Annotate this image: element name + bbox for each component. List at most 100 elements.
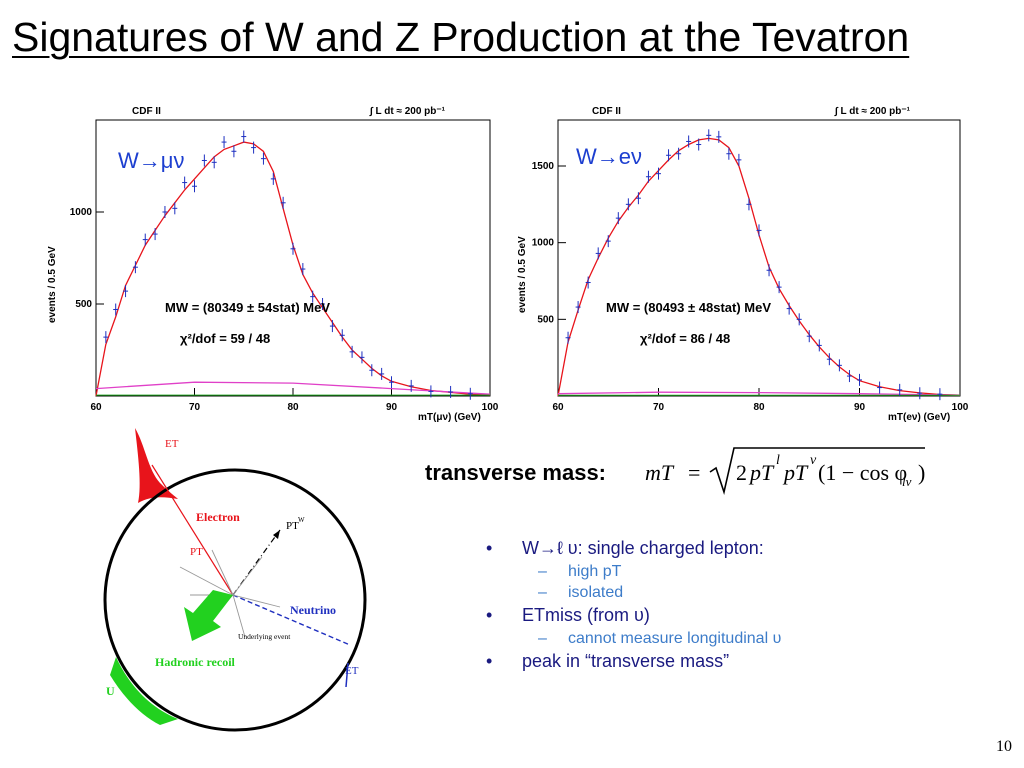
data-point [359,351,365,364]
data-point [408,379,414,392]
data-point [349,345,355,358]
label-hadronic-recoil: Hadronic recoil [155,655,236,669]
data-point [300,263,306,276]
label-neutrino: Neutrino [290,603,336,617]
data-point [320,298,326,310]
data-point [816,339,822,352]
chart-chi2-label: χ²/dof = 59 / 48 [180,331,270,346]
x-tick-label: 70 [189,402,201,413]
data-point [625,198,631,211]
neutrino-track [232,594,351,646]
data-point [605,235,611,248]
fit-line [95,141,491,397]
data-point [696,138,702,151]
data-point [467,387,473,400]
data-point [428,385,434,398]
chart-ylabel: events / 0.5 GeV [47,246,58,323]
data-point [221,136,227,149]
sub-bullet-item: – isolated [538,584,624,601]
sub-bullet-text: high pT [568,563,622,580]
data-point [113,303,119,316]
hadronic-deposit [110,657,178,725]
detector-circle [103,468,367,732]
label-et-top: ET [165,438,179,450]
data-point [290,242,296,255]
data-point [152,228,158,241]
data-point [836,359,842,372]
data-point [142,233,148,246]
plot-w-e-nu: 60 70 80 90 100 500 1000 1500 CDF II ∫ L dt ≈ 2… [510,88,980,433]
bullet-text: W→ℓ υ: single charged lepton: [522,538,764,558]
data-point [103,331,109,344]
data-point [241,130,247,143]
data-point [231,145,237,158]
chart-mass-label: MW = (80349 ± 54stat) MeV [165,300,330,315]
bullet-text: ETmiss (from υ) [522,605,650,625]
data-point [132,261,138,274]
electron-deposit [135,428,178,503]
bullet-item: • W→ℓ υ: single charged lepton: [486,538,764,558]
data-point [585,276,591,289]
bullet-list: • W→ℓ υ: single charged lepton: – high pT … [480,538,1000,676]
data-point [123,285,129,298]
data-point [937,388,943,401]
data-point [736,153,742,166]
data-point [776,281,782,294]
bullet-item: • peak in “transverse mass” [486,651,730,671]
event-diagram: ET Electron PT W PT Neutrino Underlying … [103,428,367,732]
data-point [329,320,335,333]
background-line [95,381,491,395]
slide-number: 10 [996,738,1012,755]
data-point [877,381,883,394]
page-title: Signatures of W and Z Production at the … [12,14,910,60]
x-tick-label: 90 [386,402,398,413]
w-pt-arrowhead [273,530,280,539]
label-u: U [106,684,115,698]
chart-mass-label: MW = (80493 ± 48stat) MeV [606,300,771,315]
x-tick-label: 100 [482,402,499,413]
data-point [369,364,375,377]
data-point [182,176,188,189]
data-point [379,367,385,380]
data-point [260,152,266,165]
data-point [917,387,923,400]
chart-w-e-nu: 60 70 80 90 100 500 1000 1500 CDF II ∫ L dt ≈ 2… [517,106,969,423]
data-point [686,135,692,148]
formula-equals: = [688,460,700,485]
sub-bullet-text: cannot measure longitudinal υ [568,630,782,647]
chart-chi2-label: χ²/dof = 86 / 48 [640,331,730,346]
plot-area: 60 70 80 90 100 500 1000 1500 [532,119,969,413]
chart-process-label: W→eν [576,144,642,169]
formula-factor-2: 2 [736,460,747,485]
chart-w-mu-nu: 60 70 80 90 100 500 1000 CDF II ∫ L dt ≈ 200 p… [47,106,499,423]
data-point [806,330,812,343]
missing-et-mark [345,662,349,688]
data-point [786,302,792,315]
data-point [280,196,286,209]
data-point [310,290,316,303]
label-pt-e: PT [190,546,203,558]
data-point [172,202,178,215]
hadronic-recoil-arrow [184,590,233,641]
formula-pt-lepton: pT [748,460,775,485]
bullet-text: peak in “transverse mass” [522,651,730,671]
y-tick-label: 1000 [532,238,555,249]
plot-w-mu-nu: 60 70 80 90 100 500 1000 CDF II ∫ L dt ≈ 200 p… [40,88,510,433]
chart-process-label: W→μν [118,148,184,173]
data-point [575,301,581,314]
label-pt-w: PT [286,520,299,532]
data-point [595,247,601,260]
data-point [766,264,772,277]
chart-ylabel: events / 0.5 GeV [517,236,528,313]
sub-bullet-text: isolated [568,584,624,601]
data-point [565,331,571,344]
data-point [826,353,832,366]
formula-close: ) [918,460,925,485]
bullet-item: • ETmiss (from υ) [486,605,650,625]
chart-xlabel: mT(μν) (GeV) [418,412,481,423]
sub-bullet-item: – high pT [538,563,622,580]
background-line [557,391,961,396]
data-point [389,376,394,389]
data-point [635,192,641,205]
data-point [796,313,802,326]
